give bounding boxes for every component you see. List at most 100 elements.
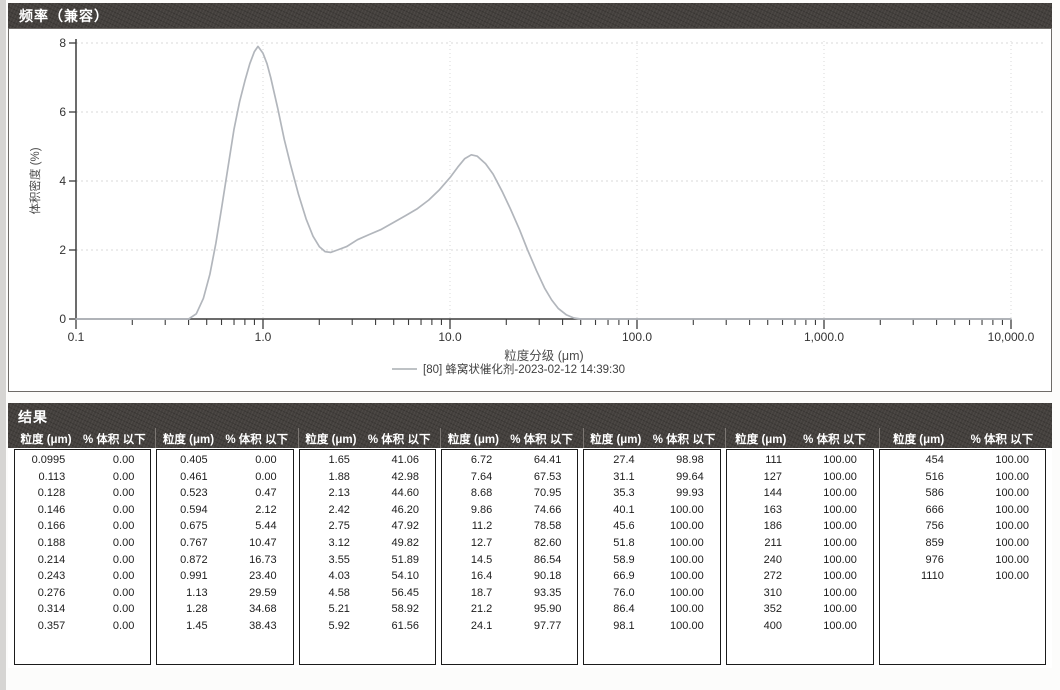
- table-row: 454 100.00: [880, 452, 1045, 469]
- cell-particle-size: 144: [763, 487, 782, 500]
- cell-particle-size: 9.86: [470, 503, 493, 516]
- results-group-box: 111 100.00 127 100.00 144 100.00 163 100.00 186 1…: [725, 449, 874, 665]
- cell-particle-size: 0.675: [180, 520, 208, 533]
- cell-particle-size: 2.13: [328, 487, 350, 500]
- cell-particle-size: 98.1: [613, 619, 635, 632]
- cell-particle-size: 0.214: [37, 553, 66, 566]
- col-header-size: 粒度 (μm): [20, 433, 72, 446]
- cell-percent-below: 100.00: [995, 570, 1029, 583]
- cell-percent-below: 0.00: [255, 470, 277, 483]
- cell-percent-below: 100.00: [823, 570, 857, 583]
- cell-percent-below: 0.00: [112, 487, 135, 500]
- table-row: 45.6 100.00: [584, 518, 719, 535]
- cell-percent-below: 99.64: [676, 470, 704, 483]
- cell-particle-size: 1.45: [186, 619, 208, 632]
- table-row: 2.42 46.20: [300, 502, 435, 519]
- cell-percent-below: 0.00: [112, 520, 135, 533]
- results-col-header-group: 粒度 (μm) % 体积 以下: [297, 428, 435, 449]
- table-row: 666 100.00: [880, 502, 1045, 519]
- cell-percent-below: 100.00: [670, 586, 704, 599]
- cell-particle-size: 11.2: [471, 520, 493, 533]
- table-row: 4.58 56.45: [300, 585, 435, 602]
- results-col-header-group: 粒度 (μm) % 体积 以下: [155, 428, 292, 449]
- table-row: 16.4 90.18: [442, 568, 577, 585]
- cell-particle-size: 24.1: [470, 619, 493, 632]
- cell-percent-below: 67.53: [533, 470, 562, 483]
- table-row: 12.7 82.60: [442, 535, 577, 552]
- table-row: 211 100.00: [727, 535, 873, 552]
- y-tick-label: 8: [59, 36, 66, 50]
- cell-percent-below: 82.60: [533, 536, 562, 549]
- table-row: 859 100.00: [880, 535, 1045, 552]
- cell-particle-size: 2.42: [328, 503, 350, 516]
- cell-percent-below: 70.95: [533, 487, 562, 500]
- table-row: 240 100.00: [727, 552, 873, 569]
- table-row: 0.243 0.00: [15, 568, 150, 585]
- y-tick-label: 0: [59, 312, 66, 326]
- results-col-header-group: 粒度 (μm) % 体积 以下: [582, 428, 720, 449]
- cell-particle-size: 8.68: [470, 487, 493, 500]
- cell-particle-size: 0.991: [180, 570, 208, 583]
- table-row: 5.21 58.92: [300, 601, 435, 618]
- table-row: 0.767 10.47: [157, 535, 292, 552]
- cell-particle-size: 5.21: [328, 603, 350, 616]
- table-row: 2.13 44.60: [300, 485, 435, 502]
- cell-particle-size: 0.113: [38, 470, 66, 483]
- cell-percent-below: 100.00: [995, 454, 1029, 466]
- cell-percent-below: 0.00: [255, 454, 277, 466]
- table-row: 111 100.00: [727, 452, 873, 469]
- table-row: 272 100.00: [727, 568, 873, 585]
- table-row: 0.146 0.00: [15, 502, 150, 519]
- cell-percent-below: 97.77: [533, 619, 562, 632]
- cell-particle-size: 516: [925, 470, 944, 483]
- cell-percent-below: 0.47: [255, 487, 277, 500]
- table-row: 0.594 2.12: [157, 502, 292, 519]
- cell-particle-size: 976: [925, 553, 944, 566]
- table-row: 756 100.00: [880, 518, 1045, 535]
- cell-particle-size: 76.0: [613, 586, 635, 599]
- cell-percent-below: 93.35: [533, 586, 562, 599]
- cell-particle-size: 21.2: [470, 603, 493, 616]
- table-row: 352 100.00: [727, 601, 873, 618]
- table-row: 0.523 0.47: [157, 485, 292, 502]
- particle-distribution-chart: 0 2 4 6 8 0.1 1.0 10.0 100.0 1,000.0 10,000.0 体积密度 …: [28, 36, 1045, 376]
- table-row: 1.88 42.98: [300, 469, 435, 486]
- cell-percent-below: 64.41: [533, 454, 562, 466]
- cell-particle-size: 1.88: [328, 470, 350, 483]
- table-row: 40.1 100.00: [584, 502, 719, 519]
- chart-plot-area: 0 2 4 6 8 0.1 1.0 10.0 100.0 1,000.0 10,000.0 体积密度 …: [8, 28, 1052, 392]
- cell-percent-below: 98.98: [676, 454, 704, 466]
- table-row: 51.8 100.00: [584, 535, 719, 552]
- cell-percent-below: 100.00: [995, 503, 1029, 516]
- cell-percent-below: 100.00: [823, 454, 857, 466]
- table-row: 3.12 49.82: [300, 535, 435, 552]
- cell-particle-size: 18.7: [470, 586, 493, 599]
- cell-percent-below: 100.00: [670, 520, 704, 533]
- cell-percent-below: 99.93: [676, 487, 704, 500]
- col-header-size: 粒度 (μm): [590, 433, 642, 446]
- table-row: 0.991 23.40: [157, 568, 292, 585]
- results-col-header-group: 粒度 (μm) % 体积 以下: [725, 428, 873, 449]
- results-group-box: 0.0995 0.00 0.113 0.00 0.128 0.00 0.146 0.00 0.1…: [14, 449, 152, 665]
- table-row: 186 100.00: [727, 518, 873, 535]
- cell-particle-size: 4.58: [328, 586, 350, 599]
- cell-percent-below: 41.06: [391, 454, 420, 466]
- cell-percent-below: 0.00: [112, 470, 135, 483]
- table-row: 0.0995 0.00: [15, 452, 150, 469]
- cell-particle-size: 163: [763, 503, 782, 516]
- cell-percent-below: 100.00: [670, 619, 704, 632]
- table-row: 1.45 38.43: [157, 618, 292, 635]
- cell-particle-size: 0.523: [180, 487, 208, 500]
- y-tick-label: 2: [59, 243, 66, 257]
- cell-particle-size: 14.5: [470, 553, 493, 566]
- cell-particle-size: 454: [925, 454, 944, 466]
- cell-particle-size: 111: [765, 454, 782, 466]
- results-group-box: 27.4 98.98 31.1 99.64 35.3 99.93 40.1 100.00 45.…: [583, 449, 721, 665]
- cell-particle-size: 666: [925, 503, 944, 516]
- cell-percent-below: 0.00: [112, 586, 135, 599]
- cell-percent-below: 0.00: [112, 619, 135, 632]
- cell-percent-below: 0.00: [112, 454, 135, 466]
- table-row: 98.1 100.00: [584, 618, 719, 635]
- cell-particle-size: 0.314: [37, 603, 66, 616]
- cell-percent-below: 100.00: [670, 553, 704, 566]
